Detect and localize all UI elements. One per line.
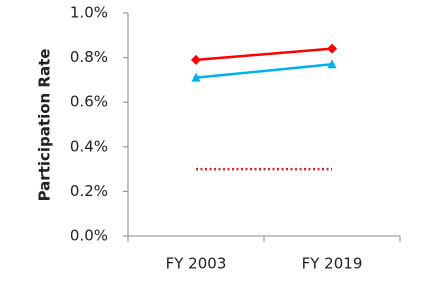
series-line bbox=[195, 63, 333, 79]
y-tick-label: 0.6% bbox=[70, 93, 108, 111]
y-tick-label: 1.0% bbox=[70, 4, 108, 22]
x-tick-label: FY 2003 bbox=[166, 255, 227, 273]
marker bbox=[191, 72, 201, 82]
marker bbox=[327, 43, 337, 54]
marker bbox=[327, 59, 337, 69]
x-tick-label: FY 2019 bbox=[302, 255, 363, 273]
y-axis-label: Participation Rate bbox=[36, 49, 54, 202]
marker bbox=[191, 54, 201, 65]
series-line bbox=[195, 47, 333, 62]
y-tick-label: 0.4% bbox=[70, 137, 108, 155]
y-tick-label: 0.8% bbox=[70, 48, 108, 66]
y-tick-label: 0.2% bbox=[70, 182, 108, 200]
y-tick-label: 0.0% bbox=[70, 227, 108, 245]
